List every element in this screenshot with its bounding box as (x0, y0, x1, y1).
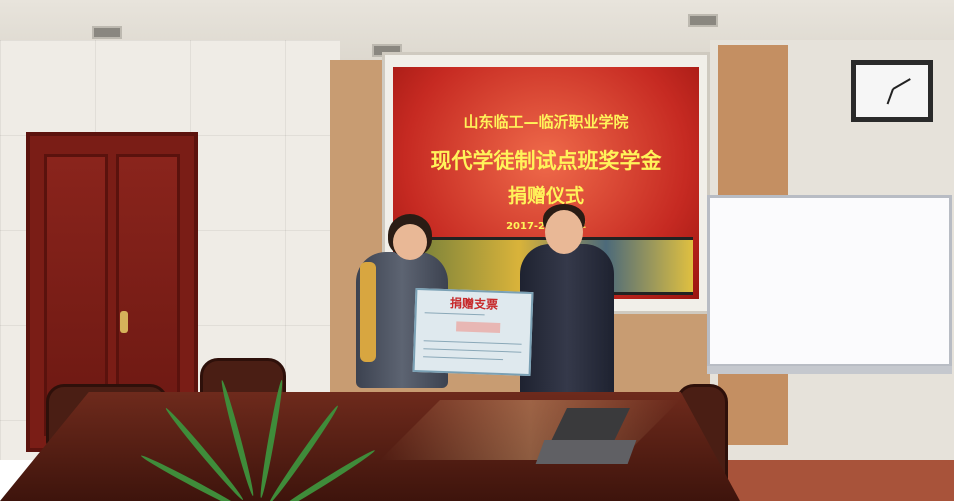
cheque-title: 捐赠支票 (449, 296, 499, 312)
clock-hand-hour (892, 78, 911, 90)
laptop-keyboard (535, 440, 637, 464)
wall-clock (851, 60, 933, 122)
ceiling-light (92, 26, 122, 39)
person-right-face (545, 210, 583, 254)
person-left-face (393, 224, 427, 260)
ceiling-light (688, 14, 718, 27)
cheque-line (423, 340, 522, 345)
whiteboard (707, 195, 952, 367)
cheque-line (423, 356, 504, 361)
slide-line-1: 山东临工—临沂职业学院 (463, 113, 629, 131)
cheque-amount-box (456, 321, 501, 333)
cheque-line (424, 312, 485, 316)
slide-line-3: 捐赠仪式 (507, 185, 584, 207)
donation-cheque-board: 捐赠支票 (412, 287, 534, 377)
projection-screen: 山东临工—临沂职业学院 现代学徒制试点班奖学金 捐赠仪式 2017-2018学年 (382, 52, 710, 314)
door-handle (120, 311, 128, 333)
slide-line-2: 现代学徒制试点班奖学金 (430, 149, 662, 173)
whiteboard-tray (707, 366, 952, 374)
person-left-jacket-stripe (360, 262, 376, 362)
person-right-jacket (520, 244, 614, 404)
cheque-line (423, 348, 522, 353)
floor (700, 460, 954, 501)
clock-hand-minute (886, 88, 894, 105)
